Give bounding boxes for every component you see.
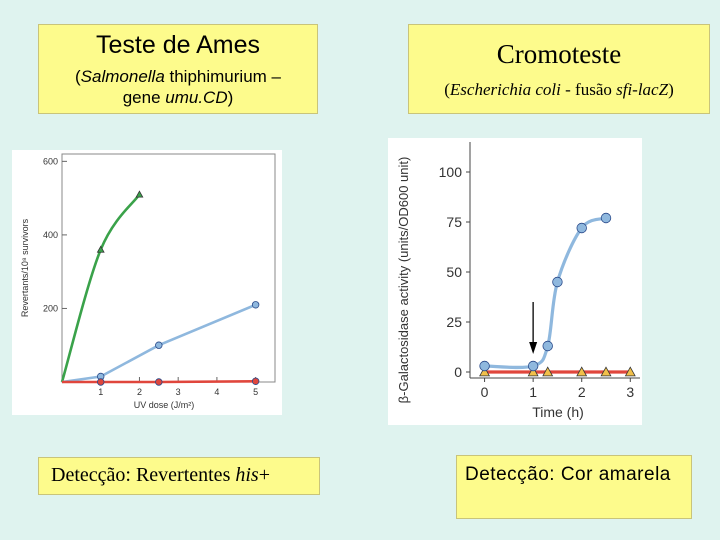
circle-marker bbox=[251, 301, 260, 309]
y-tick-label: 600 bbox=[43, 156, 58, 166]
x-tick-label: 0 bbox=[481, 384, 489, 400]
detection-color-text: Detecção: Cor amarela bbox=[465, 464, 671, 485]
cromo-title: Cromoteste bbox=[496, 39, 622, 69]
detection-color-box: Detecção: Cor amarela bbox=[456, 455, 692, 519]
circle-marker bbox=[576, 222, 587, 234]
ames-subtitle-part: gene bbox=[122, 88, 166, 107]
ames-subtitle: (Salmonella thiphimurium – gene umu.CD) bbox=[39, 66, 317, 108]
y-tick-label: 75 bbox=[446, 214, 462, 230]
circle-marker bbox=[542, 340, 553, 352]
circle-marker bbox=[479, 360, 490, 372]
y-tick-label: 25 bbox=[446, 314, 462, 330]
circle-marker bbox=[97, 378, 105, 386]
circle-marker bbox=[527, 360, 539, 372]
y-tick-label: 400 bbox=[43, 230, 58, 240]
induction-arrow-head bbox=[529, 342, 538, 354]
ames-subtitle-part: ( bbox=[75, 67, 81, 86]
y-tick-label: 200 bbox=[43, 303, 58, 313]
ames-subtitle-part: ) bbox=[227, 88, 234, 107]
x-axis-label: UV dose (J/m²) bbox=[134, 400, 195, 410]
ames-subtitle-organism: Salmonella bbox=[80, 67, 165, 86]
detection-his: his bbox=[235, 464, 259, 486]
triangle-marker bbox=[96, 245, 105, 253]
circle-marker bbox=[552, 276, 563, 288]
x-tick-label: 4 bbox=[214, 387, 219, 397]
triangle-marker bbox=[542, 366, 554, 377]
ames-subtitle-part: thiphimurium – bbox=[164, 67, 282, 86]
x-tick-label: 3 bbox=[626, 384, 634, 400]
cromo-chart: 0 25 50 75 100 0 1 2 3 Time (h) β-Galactosidase ac… bbox=[388, 138, 642, 425]
cromo-subtitle: (Escherichia coli - fusão sfi-lacZ) bbox=[409, 80, 709, 100]
y-tick-label: 50 bbox=[446, 264, 462, 280]
detection-plus: + bbox=[258, 464, 270, 486]
x-tick-label: 1 bbox=[529, 384, 537, 400]
triangle-marker bbox=[135, 190, 144, 198]
circle-marker bbox=[251, 377, 260, 385]
triangle-marker bbox=[479, 366, 491, 377]
ames-title: Teste de Ames bbox=[96, 31, 260, 59]
cromo-subtitle-organism: Escherichia coli bbox=[449, 80, 561, 99]
detection-revertants-box: Detecção: Revertentes his+ bbox=[38, 457, 320, 495]
x-axis-label: Time (h) bbox=[532, 404, 584, 420]
y-axis-label: Revertants/10⁸ survivors bbox=[20, 218, 30, 317]
series-line bbox=[60, 193, 141, 383]
triangle-marker bbox=[600, 366, 612, 377]
cromo-subtitle-part: ) bbox=[668, 80, 674, 99]
series-line bbox=[62, 379, 256, 384]
y-axis-label: β-Galactosidase activity (units/OD600 un… bbox=[396, 157, 411, 404]
y-tick-label: 0 bbox=[454, 364, 462, 380]
triangle-marker bbox=[527, 366, 539, 377]
x-tick-label: 5 bbox=[253, 387, 258, 397]
series-line bbox=[61, 303, 257, 384]
x-tick-label: 3 bbox=[176, 387, 181, 397]
ames-subtitle-gene: umu.CD bbox=[165, 88, 228, 107]
ames-chart-svg: 200 400 600 1 2 3 4 5 UV dose (J/m²) Revertants/1… bbox=[20, 153, 276, 410]
cromo-subtitle-part: - fusão bbox=[560, 80, 617, 99]
y-tick-label: 100 bbox=[439, 164, 463, 180]
cromo-title-box: Cromoteste (Escherichia coli - fusão sfi… bbox=[408, 24, 710, 114]
circle-marker bbox=[155, 378, 163, 386]
triangle-marker bbox=[624, 366, 636, 377]
ames-chart: 200 400 600 1 2 3 4 5 UV dose (J/m²) Revertants/1… bbox=[12, 150, 282, 415]
cromo-subtitle-part: ( bbox=[444, 80, 450, 99]
x-tick-label: 2 bbox=[578, 384, 586, 400]
triangle-marker bbox=[576, 366, 588, 377]
circle-marker bbox=[155, 341, 163, 349]
detection-revertants-text: Detecção: Revertentes bbox=[51, 464, 236, 486]
x-tick-label: 2 bbox=[137, 387, 142, 397]
circle-marker bbox=[600, 212, 612, 224]
cromo-chart-svg: 0 25 50 75 100 0 1 2 3 Time (h) β-Galactosidase ac… bbox=[396, 142, 640, 420]
ames-title-box: Teste de Ames (Salmonella thiphimurium –… bbox=[38, 24, 318, 114]
cromo-subtitle-fusion: sfi-lacZ bbox=[616, 80, 669, 99]
x-tick-label: 1 bbox=[98, 387, 103, 397]
